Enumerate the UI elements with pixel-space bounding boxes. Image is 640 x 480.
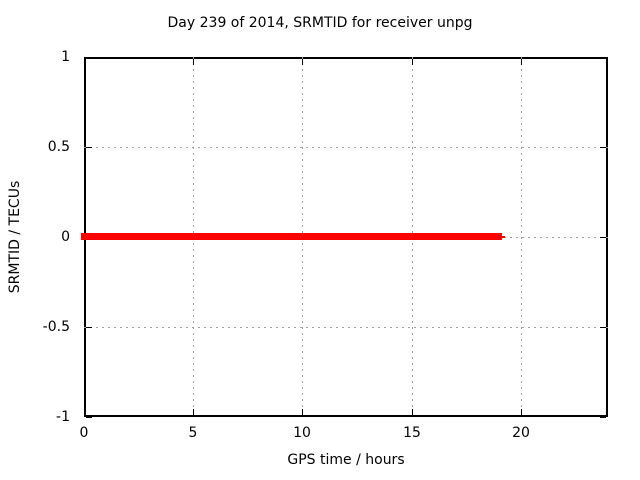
y-tick-mark-left--1	[86, 417, 92, 418]
x-tick-mark-bottom-0	[84, 409, 85, 415]
data-series-line-tail-srmtid	[502, 236, 505, 238]
x-tick-mark-top-20	[521, 59, 522, 65]
x-tick-mark-bottom-10	[302, 409, 303, 415]
y-tick-mark-right--1	[600, 417, 606, 418]
x-tick-label-10: 10	[293, 425, 311, 441]
x-tick-mark-bottom-5	[193, 409, 194, 415]
y-tick-label-1: 1	[61, 49, 70, 65]
x-tick-label-0: 0	[79, 425, 89, 441]
chart-title: Day 239 of 2014, SRMTID for receiver unp…	[167, 15, 473, 31]
y-tick-mark-right-1	[600, 57, 606, 58]
gridline-y--0.5	[84, 327, 608, 328]
x-axis-label: GPS time / hours	[287, 452, 405, 468]
x-tick-label-5: 5	[188, 425, 198, 441]
x-tick-mark-top-15	[412, 59, 413, 65]
y-tick-mark-left-0.5	[86, 147, 92, 148]
x-tick-mark-top-5	[193, 59, 194, 65]
y-tick-mark-right--0.5	[600, 327, 606, 328]
x-tick-label-20: 20	[512, 425, 530, 441]
x-tick-mark-top-10	[302, 59, 303, 65]
x-tick-mark-bottom-20	[521, 409, 522, 415]
gridline-y-0.5	[84, 147, 608, 148]
y-tick-label-0.5: 0.5	[47, 139, 70, 155]
y-tick-label--1: -1	[56, 409, 70, 425]
y-tick-mark-left-1	[86, 57, 92, 58]
data-series-line-srmtid	[81, 233, 502, 240]
x-tick-mark-bottom-15	[412, 409, 413, 415]
y-tick-label--0.5: -0.5	[42, 319, 70, 335]
y-tick-mark-left--0.5	[86, 327, 92, 328]
y-tick-label-0: 0	[61, 229, 70, 245]
y-tick-mark-right-0.5	[600, 147, 606, 148]
x-tick-mark-top-0	[84, 59, 85, 65]
y-tick-mark-right-0	[600, 237, 606, 238]
plot-area	[81, 57, 608, 418]
x-tick-label-15: 15	[403, 425, 421, 441]
